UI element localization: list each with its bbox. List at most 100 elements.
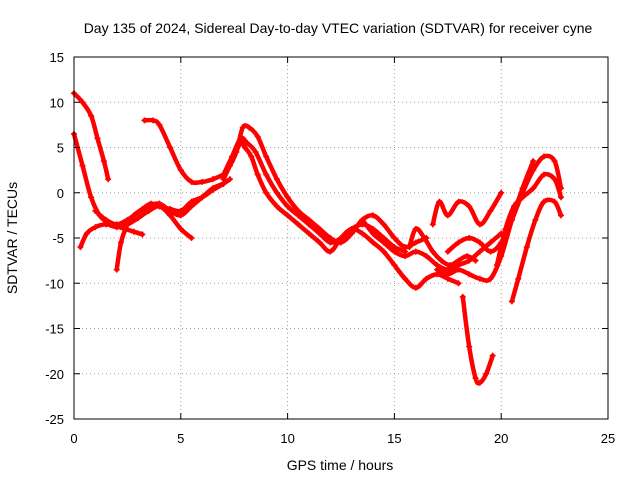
data-point-track-16	[511, 203, 518, 210]
data-point-track-6	[199, 178, 206, 185]
data-point-track-5	[167, 206, 174, 213]
data-point-track-9	[239, 124, 246, 131]
data-point-track-6	[156, 121, 163, 128]
data-point-track-7	[370, 239, 377, 246]
data-point-track-13	[530, 158, 537, 165]
data-point-track-3	[83, 230, 90, 237]
data-point-track-5	[113, 266, 120, 273]
data-point-track-7	[273, 203, 280, 210]
data-point-track-6	[150, 117, 157, 124]
y-tick-label: 5	[57, 141, 64, 156]
data-point-track-9	[391, 235, 398, 241]
data-point-track-9	[412, 239, 419, 246]
data-point-track-14	[444, 248, 451, 255]
data-point-track-5	[188, 198, 195, 205]
data-point-track-11	[464, 253, 471, 260]
data-point-track-17	[515, 275, 522, 282]
data-point-track-4	[92, 207, 99, 214]
x-tick-label: 5	[177, 431, 184, 446]
data-point-track-16	[502, 225, 509, 232]
data-point-track-8	[263, 171, 270, 178]
data-point-track-12	[429, 221, 436, 228]
data-point-track-12	[455, 198, 462, 205]
data-point-track-14	[540, 153, 547, 160]
data-point-track-16	[519, 194, 526, 201]
y-axis-label: SDTVAR / TECUs	[4, 182, 20, 294]
data-point-track-11	[438, 257, 445, 264]
data-point-track-4	[113, 221, 120, 228]
data-point-track-7	[412, 284, 419, 291]
data-point-track-13	[455, 266, 462, 273]
data-point-track-5	[156, 203, 163, 210]
data-point-track-10	[476, 248, 483, 255]
data-point-track-11	[455, 257, 462, 264]
data-point-track-11	[429, 248, 436, 255]
data-point-track-11	[446, 262, 453, 269]
data-point-track-7	[380, 248, 387, 255]
data-point-track-9	[246, 124, 253, 131]
data-point-track-9	[233, 149, 240, 156]
data-point-track-6	[188, 178, 195, 185]
data-point-track-9	[226, 162, 233, 169]
x-tick-label: 20	[494, 431, 508, 446]
series-layer	[71, 90, 565, 386]
data-point-track-9	[338, 239, 344, 246]
data-point-track-7	[423, 275, 430, 282]
data-point-track-15	[476, 379, 483, 386]
data-point-track-14	[466, 235, 473, 241]
data-point-track-17	[532, 216, 539, 223]
data-point-track-13	[434, 266, 441, 273]
data-point-track-5	[117, 239, 124, 246]
data-point-track-7	[295, 221, 302, 228]
data-point-track-17	[508, 298, 515, 305]
data-point-track-16	[540, 171, 547, 178]
data-point-track-5	[226, 176, 233, 183]
x-tick-label: 10	[280, 431, 294, 446]
data-point-track-9	[348, 230, 355, 237]
data-point-track-1	[105, 176, 112, 183]
data-point-track-7	[263, 189, 270, 196]
data-point-track-7	[254, 171, 261, 178]
data-point-track-16	[551, 176, 558, 183]
data-point-track-2	[88, 194, 95, 201]
data-point-track-3	[135, 215, 142, 222]
data-point-track-17	[523, 244, 530, 251]
data-point-track-2	[79, 162, 86, 169]
data-point-track-11	[412, 225, 419, 232]
data-point-track-9	[284, 194, 291, 201]
data-point-track-14	[455, 239, 462, 246]
data-point-track-8	[220, 171, 227, 178]
data-point-track-9	[316, 225, 323, 232]
data-point-track-1	[88, 112, 95, 119]
y-tick-label: -10	[45, 276, 64, 291]
tick-layer: 0 5 10 15 20 25 15 10 5 0 -5 -10 -15 -20 -25	[45, 50, 615, 446]
data-point-track-9	[305, 216, 312, 223]
x-axis-label: GPS time / hours	[287, 457, 394, 473]
data-point-track-1	[100, 158, 107, 165]
data-point-track-10	[391, 248, 398, 255]
x-tick-label: 15	[387, 431, 401, 446]
data-point-track-6	[167, 144, 174, 151]
data-point-track-3	[92, 224, 99, 231]
data-point-track-12	[444, 212, 451, 219]
data-point-track-8	[244, 139, 251, 146]
data-point-track-2	[139, 231, 146, 238]
data-point-track-9	[295, 207, 302, 214]
data-point-track-16	[558, 194, 565, 201]
data-point-track-5	[130, 212, 137, 219]
data-point-track-9	[273, 176, 280, 183]
x-tick-label: 0	[70, 431, 77, 446]
data-point-track-11	[421, 235, 428, 241]
data-point-track-15	[489, 352, 496, 359]
data-point-track-5	[177, 207, 184, 214]
data-point-track-5	[139, 206, 146, 213]
data-point-track-17	[540, 198, 547, 205]
data-point-track-14	[551, 158, 558, 165]
series-track-10	[360, 217, 504, 272]
y-tick-label: -15	[45, 322, 64, 337]
data-point-track-7	[359, 230, 366, 237]
data-point-track-3	[177, 225, 184, 232]
data-point-track-10	[380, 239, 387, 246]
data-point-track-5	[209, 187, 216, 194]
